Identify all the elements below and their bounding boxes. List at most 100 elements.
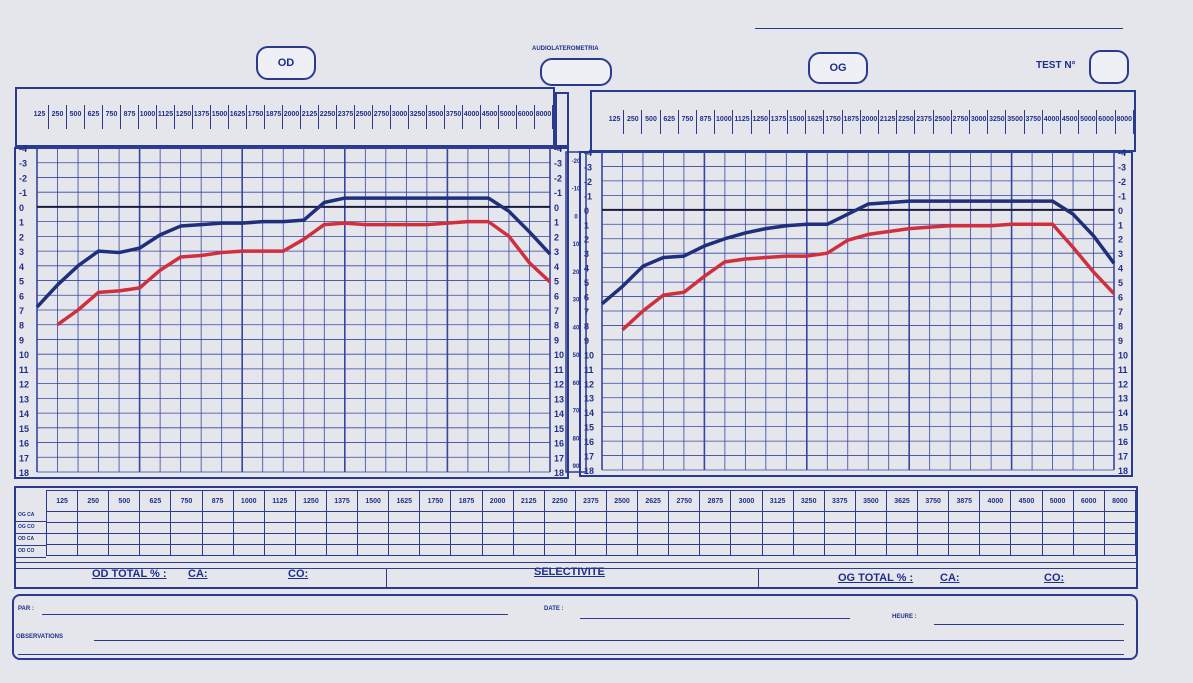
table-cell[interactable] — [793, 534, 824, 545]
table-cell[interactable] — [544, 545, 575, 556]
table-cell[interactable] — [700, 545, 731, 556]
table-cell[interactable] — [669, 534, 700, 545]
observations-field-2[interactable] — [18, 654, 1124, 655]
table-cell[interactable] — [295, 545, 326, 556]
table-cell[interactable] — [1073, 534, 1104, 545]
table-cell[interactable] — [575, 545, 606, 556]
heure-field[interactable] — [934, 624, 1124, 625]
par-field[interactable] — [42, 614, 508, 615]
table-cell[interactable] — [295, 512, 326, 523]
table-cell[interactable] — [295, 534, 326, 545]
table-cell[interactable] — [700, 523, 731, 534]
table-cell[interactable] — [575, 523, 606, 534]
table-cell[interactable] — [109, 534, 140, 545]
table-cell[interactable] — [233, 545, 264, 556]
table-cell[interactable] — [1073, 523, 1104, 534]
table-cell[interactable] — [886, 534, 917, 545]
table-cell[interactable] — [358, 545, 389, 556]
table-cell[interactable] — [202, 512, 233, 523]
table-cell[interactable] — [1042, 523, 1073, 534]
table-cell[interactable] — [606, 512, 637, 523]
table-cell[interactable] — [762, 534, 793, 545]
table-cell[interactable] — [606, 545, 637, 556]
table-cell[interactable] — [171, 512, 202, 523]
table-cell[interactable] — [233, 523, 264, 534]
table-cell[interactable] — [451, 534, 482, 545]
table-cell[interactable] — [513, 523, 544, 534]
table-cell[interactable] — [171, 523, 202, 534]
table-cell[interactable] — [762, 545, 793, 556]
table-cell[interactable] — [482, 534, 513, 545]
table-cell[interactable] — [949, 545, 980, 556]
table-cell[interactable] — [78, 523, 109, 534]
table-cell[interactable] — [1011, 523, 1042, 534]
table-cell[interactable] — [451, 545, 482, 556]
table-cell[interactable] — [886, 523, 917, 534]
table-cell[interactable] — [420, 512, 451, 523]
table-cell[interactable] — [326, 523, 357, 534]
observations-field[interactable] — [94, 640, 1124, 641]
table-cell[interactable] — [638, 534, 669, 545]
table-cell[interactable] — [202, 523, 233, 534]
table-cell[interactable] — [855, 512, 886, 523]
table-cell[interactable] — [575, 534, 606, 545]
table-cell[interactable] — [389, 545, 420, 556]
table-cell[interactable] — [78, 534, 109, 545]
table-cell[interactable] — [1073, 512, 1104, 523]
table-cell[interactable] — [264, 512, 295, 523]
table-cell[interactable] — [824, 545, 855, 556]
table-cell[interactable] — [140, 534, 171, 545]
table-cell[interactable] — [47, 534, 78, 545]
table-cell[interactable] — [855, 534, 886, 545]
table-cell[interactable] — [1042, 512, 1073, 523]
table-cell[interactable] — [886, 512, 917, 523]
table-cell[interactable] — [451, 523, 482, 534]
table-cell[interactable] — [980, 534, 1011, 545]
table-cell[interactable] — [47, 523, 78, 534]
table-cell[interactable] — [264, 534, 295, 545]
table-cell[interactable] — [1104, 534, 1135, 545]
table-cell[interactable] — [762, 523, 793, 534]
table-cell[interactable] — [918, 512, 949, 523]
table-cell[interactable] — [762, 512, 793, 523]
table-cell[interactable] — [420, 523, 451, 534]
table-cell[interactable] — [1104, 545, 1135, 556]
table-cell[interactable] — [482, 512, 513, 523]
table-cell[interactable] — [233, 534, 264, 545]
table-cell[interactable] — [606, 534, 637, 545]
table-cell[interactable] — [420, 545, 451, 556]
table-cell[interactable] — [669, 545, 700, 556]
table-cell[interactable] — [1042, 545, 1073, 556]
table-cell[interactable] — [109, 523, 140, 534]
table-cell[interactable] — [669, 523, 700, 534]
table-cell[interactable] — [326, 512, 357, 523]
table-cell[interactable] — [638, 523, 669, 534]
table-cell[interactable] — [575, 512, 606, 523]
table-cell[interactable] — [389, 523, 420, 534]
table-cell[interactable] — [918, 534, 949, 545]
table-cell[interactable] — [1011, 545, 1042, 556]
table-cell[interactable] — [513, 534, 544, 545]
table-cell[interactable] — [326, 545, 357, 556]
table-cell[interactable] — [140, 545, 171, 556]
table-cell[interactable] — [482, 523, 513, 534]
date-field[interactable] — [580, 618, 850, 619]
table-cell[interactable] — [233, 512, 264, 523]
table-cell[interactable] — [358, 512, 389, 523]
table-cell[interactable] — [700, 534, 731, 545]
table-cell[interactable] — [544, 512, 575, 523]
table-cell[interactable] — [389, 512, 420, 523]
table-cell[interactable] — [918, 545, 949, 556]
table-cell[interactable] — [140, 523, 171, 534]
table-cell[interactable] — [824, 534, 855, 545]
table-cell[interactable] — [1104, 512, 1135, 523]
table-cell[interactable] — [513, 512, 544, 523]
table-cell[interactable] — [264, 545, 295, 556]
table-cell[interactable] — [731, 534, 762, 545]
table-cell[interactable] — [1073, 545, 1104, 556]
table-cell[interactable] — [47, 512, 78, 523]
table-cell[interactable] — [793, 512, 824, 523]
table-cell[interactable] — [855, 523, 886, 534]
table-cell[interactable] — [824, 512, 855, 523]
table-cell[interactable] — [264, 523, 295, 534]
